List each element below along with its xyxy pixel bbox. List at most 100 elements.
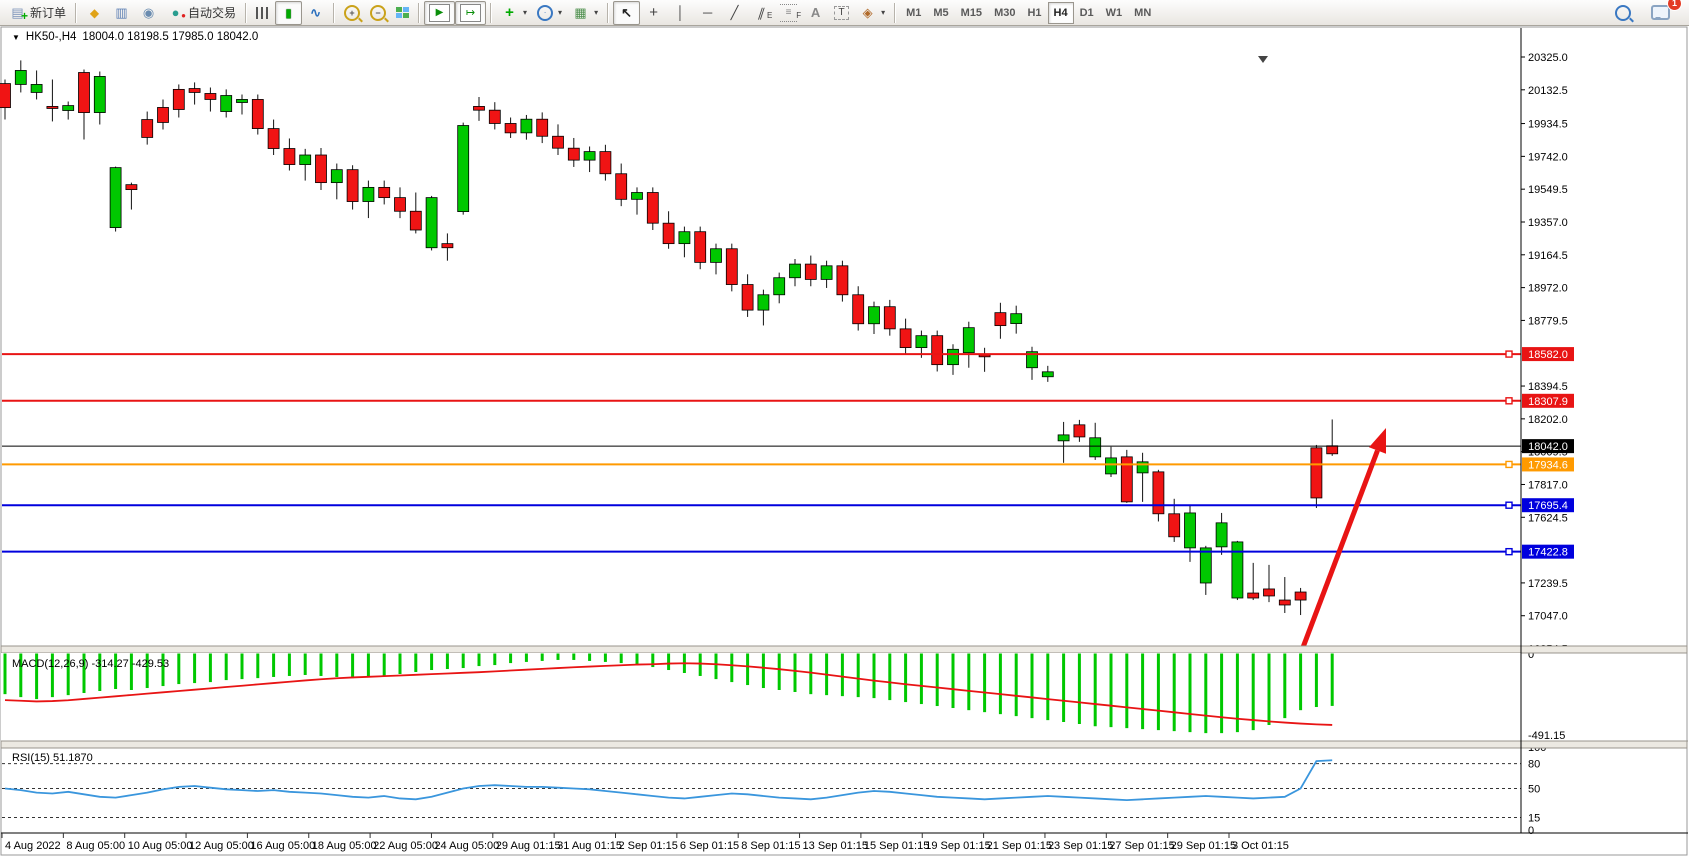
candle [1231, 541, 1244, 599]
price-lines[interactable] [2, 350, 1521, 556]
price-badge [1522, 439, 1574, 454]
linechart-icon: ∿ [310, 4, 321, 20]
vertical-line-button[interactable]: │ [667, 1, 694, 25]
candle [1199, 547, 1212, 584]
zoom-out-icon: − [370, 4, 387, 21]
chart-shift-marker-icon[interactable] [1258, 56, 1268, 63]
indicators-button[interactable]: + ▾ [496, 1, 532, 25]
candle [552, 135, 564, 149]
zoom-in-button[interactable]: + [339, 1, 365, 25]
new-order-button[interactable]: ▤新订单 [4, 1, 71, 25]
zoom-out-button[interactable]: − [365, 1, 391, 25]
timeframe-m30-button[interactable]: M30 [994, 6, 1016, 19]
candle-chart-button[interactable]: ▮ [275, 0, 303, 25]
auto-scroll-button[interactable]: ▶ [424, 0, 456, 25]
notifications-button[interactable]: 1 [1646, 0, 1682, 25]
candle [78, 72, 90, 113]
time-tick-label: 8 Sep 01:15 [741, 840, 800, 852]
autotrading-button[interactable]: ●自动交易 [162, 1, 241, 25]
price-axis[interactable]: 20325.0 20132.5 19934.5 19742.0 19549.5 19357… [1521, 52, 1568, 837]
candle [536, 118, 549, 137]
toolbar-separator [333, 2, 336, 23]
dropdown-caret-icon[interactable]: ▾ [881, 8, 886, 17]
candle [1010, 313, 1023, 324]
price-tick-label: 18202.0 [1528, 414, 1568, 426]
vline-icon: │ [676, 4, 685, 20]
time-tick-label: 2 Sep 01:15 [619, 840, 678, 852]
rsi-label: RSI(15) 51.1870 [12, 752, 93, 764]
candle [1057, 434, 1070, 442]
rsi-pane[interactable]: RSI(15) 51.1870 [2, 752, 1521, 819]
timeframe-m15-button[interactable]: M15 [960, 6, 983, 19]
channel-icon: ∥ [750, 5, 772, 21]
resistance-line-2-handle[interactable] [1505, 397, 1513, 405]
line-chart-button[interactable]: ∿ [302, 1, 329, 25]
text-button[interactable]: A [802, 1, 829, 25]
time-tick-label: 8 Aug 05:00 [66, 840, 125, 852]
macd-pane[interactable]: MACD(12,26,9) -314.27 -429.53 [1, 653, 1688, 742]
arrows-button[interactable]: ◈ ▾ [854, 1, 890, 25]
support-line-1-handle[interactable] [1505, 501, 1513, 509]
timeframe-d1-button[interactable]: D1 [1079, 6, 1094, 19]
search-icon [1615, 4, 1631, 21]
price-badge-label: 17422.8 [1528, 547, 1568, 559]
chart-shift-button[interactable]: ↦ [455, 0, 487, 25]
timeframe-h1-button[interactable]: H1 [1027, 6, 1042, 19]
candle [662, 222, 675, 245]
candle [757, 294, 770, 311]
text-label-button[interactable]: T [829, 1, 854, 25]
timeframe-m1-button[interactable]: M1 [906, 6, 922, 19]
templates-button[interactable]: ▦ ▾ [567, 1, 603, 25]
label-icon: T [834, 5, 850, 20]
candle [962, 327, 975, 354]
fibonacci-button[interactable]: ≡ [775, 1, 802, 25]
chart-menu-icon[interactable]: ▼ [12, 32, 20, 42]
dropdown-caret-icon[interactable]: ▾ [594, 8, 599, 17]
price-badge-label: 18042.0 [1528, 441, 1568, 453]
dropdown-caret-icon[interactable]: ▾ [523, 8, 528, 17]
horizontal-line-button[interactable]: ─ [694, 1, 721, 25]
timeframe-m5-button[interactable]: M5 [933, 6, 949, 19]
macd-label: MACD(12,26,9) -314.27 -429.53 [12, 658, 169, 670]
equidistant-channel-button[interactable]: ∥ [748, 1, 775, 25]
bars-icon [256, 6, 271, 19]
chart-window[interactable]: ▼ HK50-,H4 18004.0 18198.5 17985.0 18042… [0, 26, 1689, 856]
bar-chart-button[interactable] [251, 1, 275, 25]
crosshair-button[interactable]: + [640, 1, 667, 25]
support-line-2-handle[interactable] [1505, 547, 1513, 556]
price-tick-label: 17624.5 [1528, 512, 1568, 524]
timeframe-h4-button[interactable]: H4 [1047, 1, 1074, 24]
pivot-line-handle[interactable] [1505, 460, 1513, 469]
pane-separator[interactable] [0, 740, 1688, 749]
chartshift-icon: ↦ [460, 3, 482, 22]
crosshair-icon: + [649, 3, 658, 21]
dropdown-caret-icon[interactable]: ▾ [558, 8, 563, 17]
terminal-button[interactable]: ◉ [135, 1, 162, 25]
candle [488, 109, 501, 124]
candle [631, 192, 643, 200]
price-badge [1522, 347, 1574, 362]
market-watch-button[interactable]: ◆ [81, 1, 108, 25]
candle [30, 84, 43, 93]
navigator-button[interactable]: ▥ [108, 1, 135, 25]
pane-separator[interactable] [0, 645, 1688, 654]
timeframe-mn-button[interactable]: MN [1134, 6, 1152, 19]
candle [520, 118, 533, 134]
timeframe-w1-button[interactable]: W1 [1105, 6, 1123, 19]
trendline-button[interactable]: ╱ [721, 1, 748, 25]
candle [204, 93, 217, 100]
chart-canvas[interactable]: 20325.0 20132.5 19934.5 19742.0 19549.5 19357… [0, 26, 1689, 856]
price-tick-label: 20132.5 [1528, 85, 1568, 97]
search-button[interactable] [1610, 1, 1636, 25]
main-pane[interactable] [0, 60, 1339, 616]
candle [457, 125, 470, 212]
periods-button[interactable]: · ▾ [532, 1, 567, 25]
resistance-line-1-handle[interactable] [1505, 350, 1513, 358]
rsi-tick-label: 80 [1528, 759, 1540, 771]
annotation-arrow[interactable] [1299, 428, 1386, 651]
rsi-tick-label: 50 [1528, 784, 1540, 796]
price-badge [1522, 544, 1574, 559]
cursor-button[interactable]: ↖ [613, 0, 641, 25]
tile-windows-button[interactable] [391, 1, 414, 25]
